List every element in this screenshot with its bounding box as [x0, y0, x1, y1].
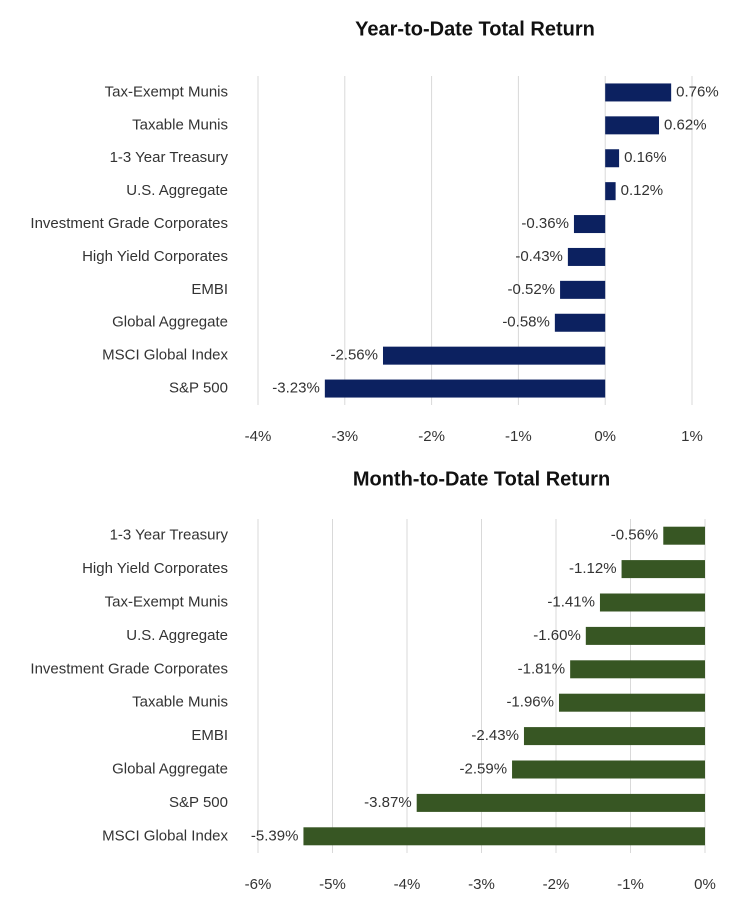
bar	[605, 149, 620, 168]
bar	[324, 379, 606, 398]
category-label: S&P 500	[169, 380, 228, 397]
x-tick-label: -5%	[319, 876, 346, 893]
category-label: 1-3 Year Treasury	[110, 149, 229, 166]
value-label: -0.56%	[611, 527, 659, 544]
x-tick-label: -3%	[331, 428, 358, 445]
x-tick-label: -2%	[418, 428, 445, 445]
x-tick-label: -4%	[245, 428, 272, 445]
value-label: 0.12%	[621, 182, 664, 199]
bar	[605, 182, 616, 201]
category-label: Tax-Exempt Munis	[105, 83, 228, 100]
x-tick-label: 1%	[681, 428, 703, 445]
category-label: Taxable Munis	[132, 116, 228, 133]
category-label: EMBI	[191, 281, 228, 298]
bar	[512, 760, 705, 779]
value-label: 0.62%	[664, 116, 707, 133]
value-label: -2.56%	[330, 347, 378, 364]
value-label: -0.52%	[508, 281, 556, 298]
bar	[382, 346, 606, 365]
chart-title: Month-to-Date Total Return	[353, 468, 610, 490]
bar	[570, 660, 705, 679]
value-label: -3.87%	[364, 794, 412, 811]
value-label: -1.41%	[547, 593, 595, 610]
bar	[303, 827, 705, 846]
bar	[621, 560, 705, 579]
category-label: Investment Grade Corporates	[30, 215, 228, 232]
x-tick-label: -3%	[468, 876, 495, 893]
value-label: 0.76%	[676, 83, 719, 100]
bar	[416, 793, 705, 812]
bar	[554, 313, 606, 332]
chart-title: Year-to-Date Total Return	[355, 18, 595, 40]
category-label: MSCI Global Index	[102, 827, 228, 844]
category-label: 1-3 Year Treasury	[110, 527, 229, 544]
x-tick-label: 0%	[594, 428, 616, 445]
value-label: -0.43%	[515, 248, 563, 265]
x-tick-label: -4%	[394, 876, 421, 893]
value-label: -1.12%	[569, 560, 617, 577]
bar	[567, 247, 606, 266]
value-label: -5.39%	[251, 827, 299, 844]
value-label: -2.43%	[471, 727, 519, 744]
bar	[599, 593, 705, 612]
category-label: High Yield Corporates	[82, 560, 228, 577]
category-label: EMBI	[191, 727, 228, 744]
category-label: High Yield Corporates	[82, 248, 228, 265]
category-label: Global Aggregate	[112, 760, 228, 777]
value-label: 0.16%	[624, 149, 667, 166]
category-label: U.S. Aggregate	[126, 182, 228, 199]
bar	[560, 280, 606, 299]
category-label: S&P 500	[169, 794, 228, 811]
value-label: -2.59%	[460, 760, 508, 777]
bar	[523, 727, 705, 746]
value-label: -3.23%	[272, 380, 320, 397]
bar	[585, 626, 705, 645]
x-tick-label: -6%	[245, 876, 272, 893]
bar	[605, 83, 672, 102]
x-tick-label: -1%	[505, 428, 532, 445]
bar	[573, 215, 606, 234]
category-label: Taxable Munis	[132, 694, 228, 711]
value-label: -1.81%	[518, 660, 566, 677]
category-label: Global Aggregate	[112, 314, 228, 331]
value-label: -1.60%	[533, 627, 581, 644]
category-label: Tax-Exempt Munis	[105, 593, 228, 610]
value-label: -1.96%	[506, 694, 554, 711]
value-label: -0.58%	[502, 314, 550, 331]
x-tick-label: 0%	[694, 876, 716, 893]
bar	[663, 526, 705, 545]
bar	[558, 693, 705, 712]
category-label: MSCI Global Index	[102, 347, 228, 364]
category-label: U.S. Aggregate	[126, 627, 228, 644]
category-label: Investment Grade Corporates	[30, 660, 228, 677]
x-tick-label: -1%	[617, 876, 644, 893]
value-label: -0.36%	[521, 215, 569, 232]
bar	[605, 116, 660, 135]
x-tick-label: -2%	[543, 876, 570, 893]
